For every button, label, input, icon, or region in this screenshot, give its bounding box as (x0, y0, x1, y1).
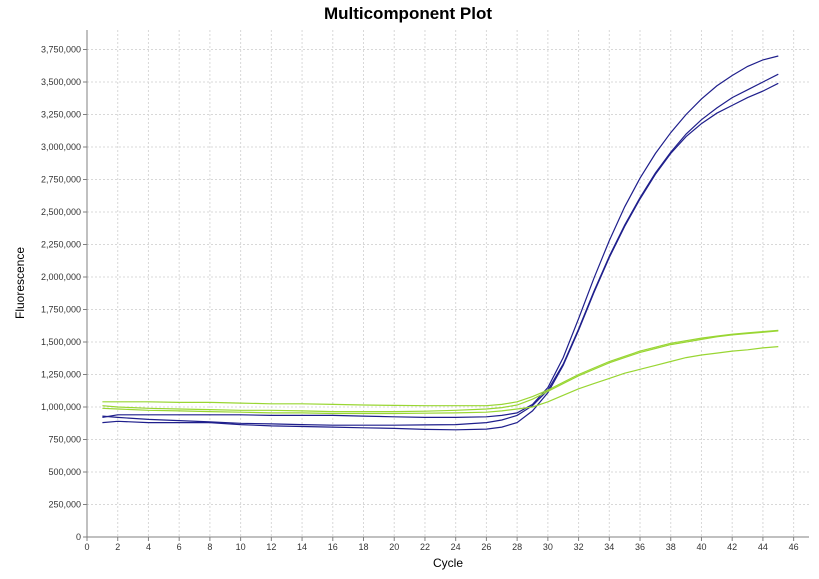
x-tick-label: 28 (512, 542, 522, 552)
x-tick-label: 20 (389, 542, 399, 552)
y-tick-label: 3,000,000 (41, 142, 81, 152)
series-line-5 (102, 330, 779, 413)
y-tick-label: 250,000 (48, 500, 81, 510)
y-tick-label: 0 (76, 532, 81, 542)
axes: 0 2 4 6 8 10 12 14 16 18 20 22 24 26 28 30 32 34 36 38 40 42 4… (41, 30, 809, 552)
x-tick-label: 30 (543, 542, 553, 552)
x-tick-label: 24 (451, 542, 461, 552)
x-tick-label: 14 (297, 542, 307, 552)
series-group (102, 55, 779, 431)
y-tick-label: 1,500,000 (41, 337, 81, 347)
x-tick-label: 40 (696, 542, 706, 552)
x-tick-label: 0 (84, 542, 89, 552)
y-axis-title: Fluorescence (13, 247, 27, 319)
y-tick-label: 2,500,000 (41, 207, 81, 217)
x-tick-label: 32 (574, 542, 584, 552)
x-tick-label: 36 (635, 542, 645, 552)
x-tick-label: 26 (481, 542, 491, 552)
x-axis-title: Cycle (433, 556, 463, 570)
x-tick-label: 6 (177, 542, 182, 552)
x-tick-label: 16 (328, 542, 338, 552)
x-tick-label: 2 (115, 542, 120, 552)
grid (87, 30, 809, 537)
series-line-1 (102, 55, 779, 418)
x-tick-label: 38 (666, 542, 676, 552)
series-line-6 (102, 346, 779, 415)
x-tick-label: 18 (359, 542, 369, 552)
y-tick-label: 1,250,000 (41, 370, 81, 380)
x-tick-label: 8 (207, 542, 212, 552)
x-tick-label: 22 (420, 542, 430, 552)
y-tick-label: 2,750,000 (41, 175, 81, 185)
x-tick-label: 4 (146, 542, 151, 552)
series-line-2 (102, 73, 779, 426)
x-tick-label: 44 (758, 542, 768, 552)
plot-area (87, 30, 809, 537)
x-tick-label: 42 (727, 542, 737, 552)
y-tick-label: 3,500,000 (41, 77, 81, 87)
x-tick-label: 46 (789, 542, 799, 552)
y-tick-label: 3,750,000 (41, 45, 81, 55)
series-line-3 (102, 82, 779, 431)
x-tick-label: 34 (604, 542, 614, 552)
y-tick-label: 1,750,000 (41, 305, 81, 315)
chart-title: Multicomponent Plot (324, 4, 492, 23)
y-tick-label: 1,000,000 (41, 402, 81, 412)
y-tick-label: 750,000 (48, 435, 81, 445)
y-tick-label: 3,250,000 (41, 110, 81, 120)
y-tick-label: 2,000,000 (41, 272, 81, 282)
y-tick-label: 2,250,000 (41, 240, 81, 250)
x-tick-label: 10 (236, 542, 246, 552)
y-tick-label: 500,000 (48, 467, 81, 477)
x-tick-label: 12 (266, 542, 276, 552)
series-line-4 (102, 329, 779, 407)
